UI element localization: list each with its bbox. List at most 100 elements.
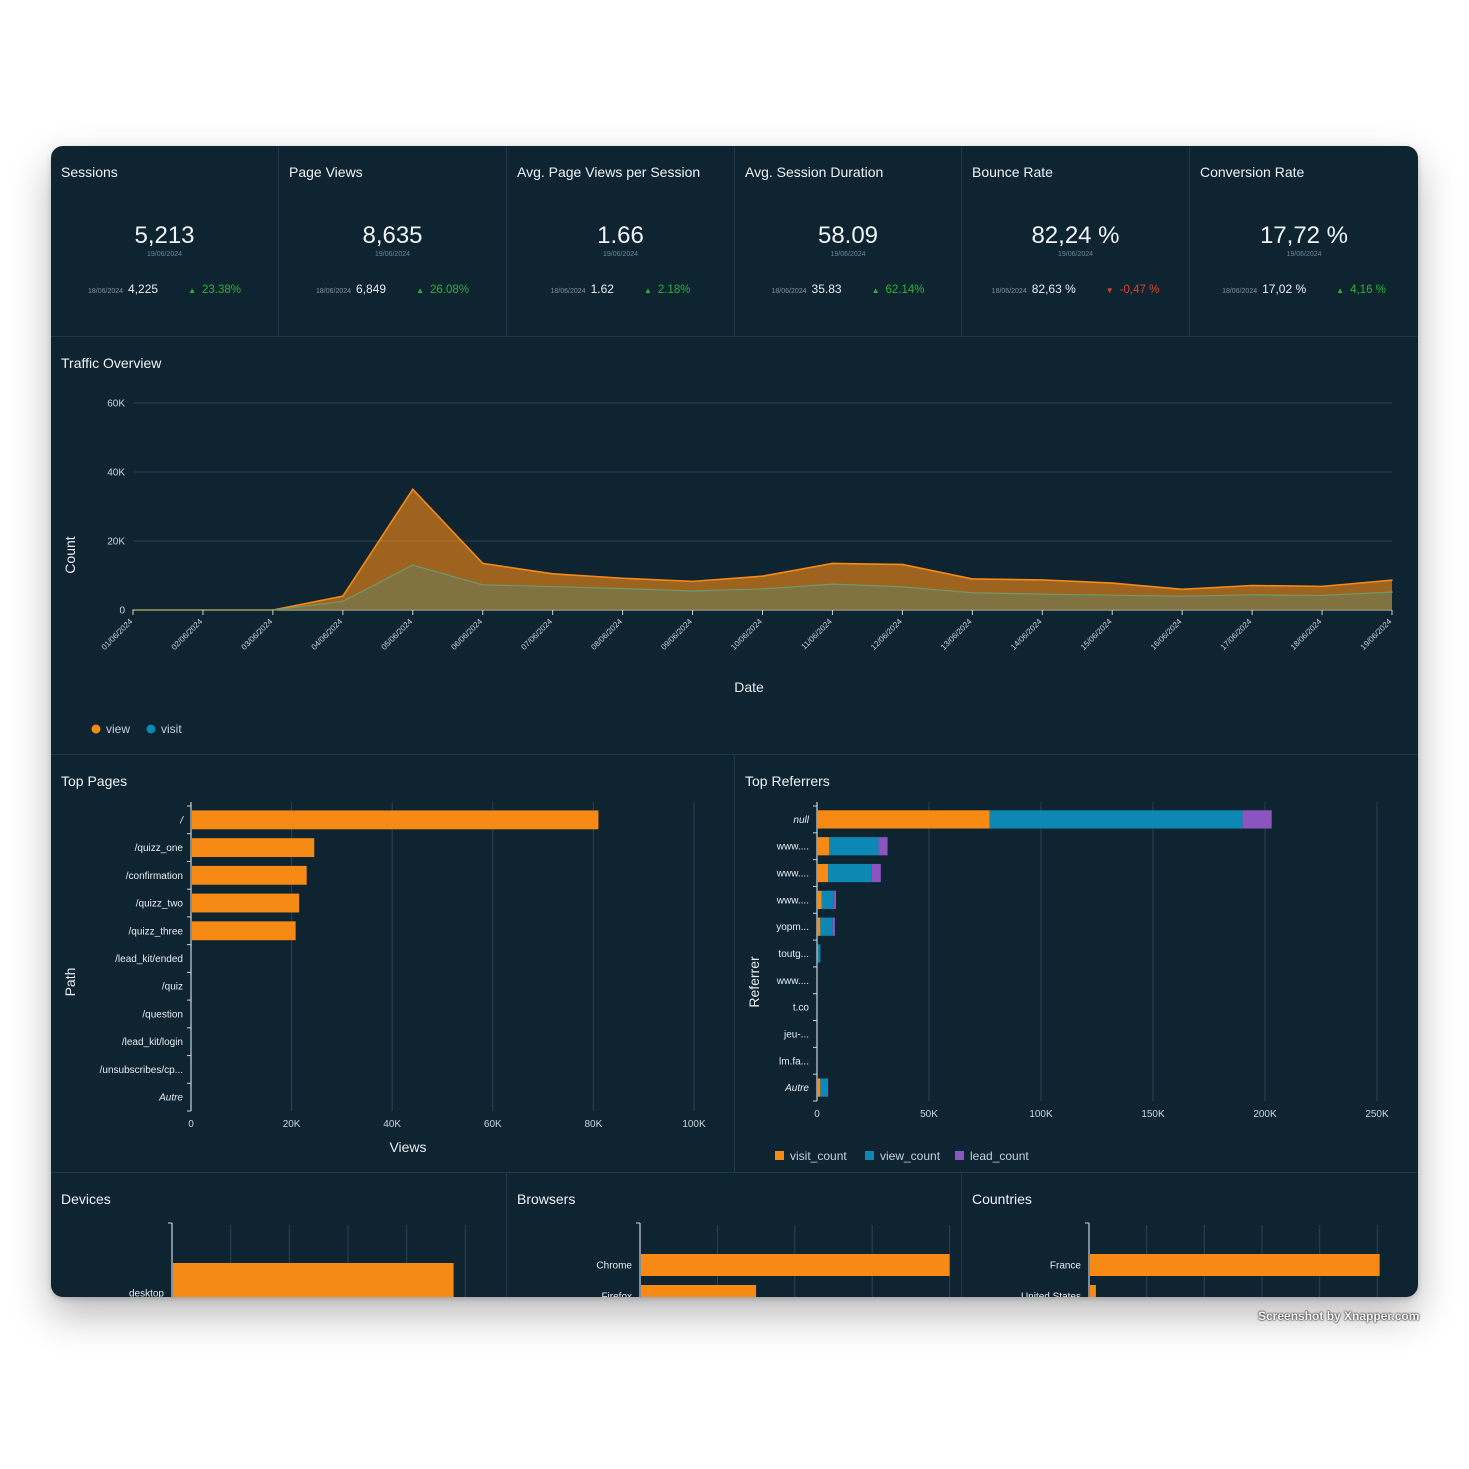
x-tick-label: 100K — [1029, 1109, 1053, 1120]
kpi-previous-value: 1.62 — [590, 282, 614, 296]
kpi-card-avg-page-views-per-session: Avg. Page Views per Session 1.66 19/06/2… — [507, 146, 735, 337]
x-tick-label: 13/06/2024 — [939, 617, 974, 652]
kpi-title: Conversion Rate — [1200, 164, 1305, 180]
data-point-visit — [551, 585, 554, 588]
triangle-up-icon: ▲ — [188, 286, 196, 295]
x-tick-label: 60K — [484, 1119, 502, 1130]
y-axis-title: Count — [62, 536, 78, 573]
kpi-date: 19/06/2024 — [374, 251, 411, 258]
kpi-date: 19/06/2024 — [830, 251, 866, 258]
data-point-view — [1041, 579, 1044, 581]
category-label: Firefox — [601, 1292, 632, 1298]
devices-panel: Devices desktop — [51, 1173, 507, 1297]
devices-title: Devices — [61, 1191, 111, 1207]
bar — [1090, 1254, 1380, 1276]
data-point-visit — [1391, 591, 1393, 593]
kpi-comparison: 18/06/2024 4,225 ▲ 23.38% — [51, 282, 278, 296]
category-label: /quizz_three — [129, 926, 184, 937]
triangle-down-icon: ▼ — [1105, 286, 1114, 295]
kpi-previous-value: 35.83 — [811, 282, 842, 296]
watermark-text: Screenshot by Xnapper.com — [1258, 1309, 1420, 1323]
legend-view_count-swatch — [865, 1151, 874, 1160]
data-point-visit — [1181, 595, 1183, 597]
category-label: www.... — [776, 895, 809, 906]
data-point-visit — [691, 590, 694, 592]
triangle-up-icon: ▲ — [1336, 286, 1345, 295]
category-label: /lead_kit/login — [122, 1037, 183, 1048]
legend-visit-dot — [146, 724, 156, 734]
y-axis-title: Path — [62, 968, 78, 997]
x-tick-label: 08/06/2024 — [589, 617, 624, 652]
countries-panel: Countries France United States — [962, 1173, 1418, 1297]
kpi-previous-date: 18/06/2024 — [87, 288, 124, 295]
data-point-view — [621, 577, 624, 580]
bar — [192, 921, 296, 941]
kpi-delta-value: 26.08% — [429, 284, 469, 296]
category-label: /quiz — [162, 982, 183, 993]
data-point-visit — [1041, 593, 1044, 595]
category-label: toutg... — [778, 949, 809, 960]
x-tick-label: 150K — [1141, 1109, 1165, 1120]
category-label: /confirmation — [126, 871, 183, 882]
traffic-overview-title: Traffic Overview — [61, 355, 162, 371]
bar-view_count — [989, 810, 1243, 829]
bar-lead_count — [871, 863, 881, 883]
top-pages-title: Top Pages — [61, 773, 128, 789]
kpi-comparison: 18/06/2024 35.83 ▲ 62.14% — [735, 282, 961, 296]
x-tick-label: 0 — [188, 1119, 194, 1130]
top-pages-panel: Top Pages 0 20K 40K 60K 80K 100K / /quizz_one/c… — [51, 755, 735, 1173]
kpi-delta: ▲ 2.18% — [644, 284, 691, 296]
kpi-delta: ▲ 62.14% — [872, 284, 925, 296]
x-tick-label: 14/06/2024 — [1009, 617, 1044, 652]
legend-view_count-label: view_count — [880, 1149, 941, 1163]
kpi-card-avg-session-duration: Avg. Session Duration 58.09 19/06/2024 1… — [735, 146, 962, 337]
data-point-view — [1181, 588, 1183, 591]
x-tick-label: 80K — [585, 1119, 603, 1130]
kpi-date: 19/06/2024 — [1286, 251, 1322, 258]
top-referrers-title: Top Referrers — [745, 773, 830, 789]
kpi-card-conversion-rate: Conversion Rate 17,72 % 19/06/2024 18/06… — [1190, 146, 1418, 337]
x-axis-title: Views — [389, 1139, 426, 1155]
kpi-delta: ▼ -0,47 % — [1106, 284, 1160, 296]
bar — [192, 865, 307, 885]
bar-view_count — [821, 890, 834, 909]
bar — [192, 838, 315, 858]
x-tick-label: 0 — [814, 1109, 820, 1120]
kpi-delta-value: -0,47 % — [1119, 284, 1160, 296]
x-tick-label: 19/06/2024 — [1359, 617, 1394, 652]
bar-view_count — [829, 837, 879, 856]
category-label: yopm... — [776, 922, 809, 933]
kpi-delta-value: 62.14% — [885, 284, 925, 296]
x-tick-label: 02/06/2024 — [170, 617, 205, 652]
bar — [1090, 1285, 1096, 1297]
kpi-title: Sessions — [61, 164, 118, 180]
kpi-comparison: 18/06/2024 17,02 % ▲ 4,16 % — [1190, 282, 1418, 296]
bar-visit_count — [817, 863, 829, 883]
triangle-up-icon: ▲ — [643, 286, 652, 295]
y-tick-label: 20K — [107, 537, 125, 548]
kpi-previous-value: 82,63 % — [1031, 282, 1076, 296]
x-tick-label: 17/06/2024 — [1219, 617, 1254, 652]
category-label: /unsubscribes/cp... — [100, 1065, 183, 1076]
category-label: Autre — [784, 1083, 809, 1094]
bar-visit_count — [817, 917, 821, 936]
x-tick-label: 16/06/2024 — [1149, 617, 1184, 652]
browsers-panel: Browsers Chrome Firefox — [507, 1173, 962, 1297]
legend-visit-label: visit — [161, 722, 182, 736]
countries-chart: France United States — [1021, 1222, 1380, 1297]
category-label: www.... — [776, 976, 809, 987]
data-point-view — [551, 572, 554, 575]
data-point-view — [1321, 585, 1323, 588]
kpi-delta-value: 23.38% — [201, 284, 241, 296]
kpi-comparison: 18/06/2024 1.62 ▲ 2.18% — [507, 282, 734, 296]
bar — [192, 810, 599, 830]
x-tick-label: 15/06/2024 — [1079, 617, 1114, 652]
category-label: /question — [142, 1009, 183, 1020]
traffic-overview-panel: Traffic Overview 0 20K 40K 60K 01/06/2024 02/… — [51, 337, 1418, 755]
data-point-view — [1391, 579, 1393, 582]
kpi-previous-date: 18/06/2024 — [1222, 288, 1258, 295]
bar-visit_count — [817, 890, 822, 909]
bar-lead_count — [1242, 810, 1272, 829]
kpi-delta: ▲ 23.38% — [188, 284, 241, 296]
data-point-visit — [1321, 594, 1323, 597]
